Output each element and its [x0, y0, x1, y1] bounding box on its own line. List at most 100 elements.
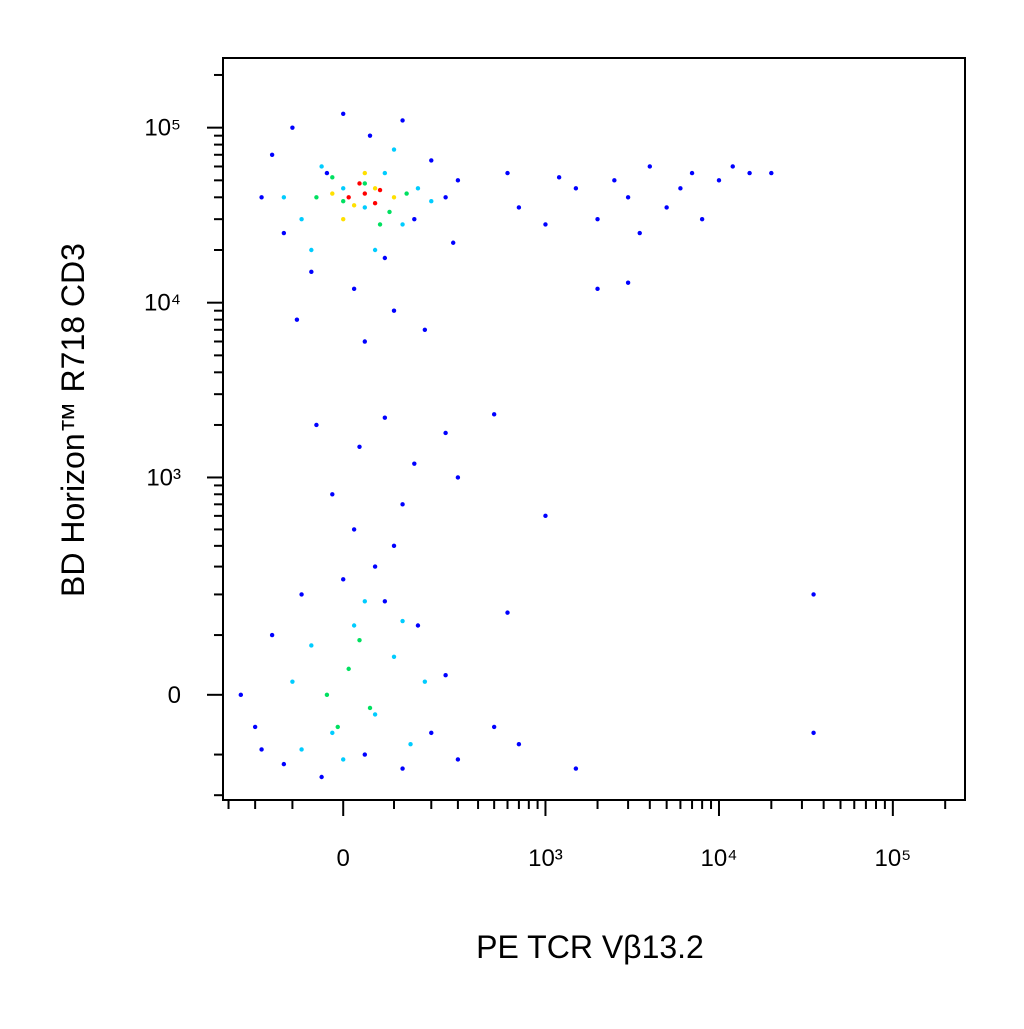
- event-dot: [382, 255, 388, 261]
- event-dot: [491, 412, 497, 417]
- event-dot: [516, 741, 522, 747]
- event-dot: [556, 175, 562, 180]
- x-tick-label: 10⁴: [700, 845, 737, 872]
- event-dot: [415, 186, 421, 191]
- event-dot: [281, 761, 287, 767]
- event-dot: [281, 195, 287, 200]
- event-dot: [612, 178, 617, 183]
- event-dot: [443, 195, 448, 200]
- event-dot: [382, 599, 388, 604]
- event-dot: [716, 178, 722, 183]
- event-dot: [491, 724, 497, 730]
- event-dot: [455, 757, 461, 762]
- event-dot: [294, 317, 300, 322]
- y-tick-label: 0: [168, 682, 181, 709]
- event-dot: [400, 502, 405, 507]
- event-dot: [362, 339, 368, 344]
- event-dot: [450, 240, 456, 245]
- event-dot: [391, 654, 397, 659]
- event-dot: [377, 222, 383, 227]
- event-dot: [324, 692, 330, 698]
- event-dot: [664, 205, 669, 210]
- event-dot: [505, 170, 510, 176]
- event-dot: [415, 623, 421, 628]
- event-dot: [625, 195, 631, 200]
- event-dot: [811, 730, 816, 736]
- event-dot: [314, 195, 319, 200]
- plot-frame: [222, 57, 966, 801]
- event-dot: [400, 766, 405, 771]
- event-dot: [372, 247, 378, 253]
- event-dot: [252, 724, 258, 730]
- event-dot: [412, 461, 417, 466]
- event-dot: [422, 327, 428, 332]
- event-dot: [330, 492, 335, 497]
- event-dot: [238, 692, 244, 698]
- event-dot: [429, 730, 434, 736]
- event-dot: [429, 158, 434, 163]
- event-dot: [314, 422, 319, 428]
- event-dot: [372, 564, 378, 569]
- event-dot: [455, 178, 461, 183]
- x-tick-label: 10³: [528, 845, 563, 872]
- event-dot: [281, 230, 287, 236]
- event-dot: [678, 186, 683, 191]
- event-dot: [309, 247, 314, 253]
- event-dot: [357, 444, 362, 449]
- event-dot: [324, 170, 330, 176]
- event-dot: [341, 199, 346, 204]
- y-tick-label: 10³: [146, 464, 181, 491]
- event-dot: [543, 513, 548, 519]
- event-dot: [422, 679, 428, 684]
- event-dot: [341, 111, 346, 116]
- event-dot: [573, 186, 579, 191]
- event-dot: [309, 643, 314, 648]
- event-dot: [357, 181, 362, 186]
- event-dot: [341, 216, 346, 222]
- event-dot: [351, 203, 357, 208]
- event-dot: [408, 741, 413, 747]
- y-axis-title: BD Horizon™ R718 CD3: [55, 243, 91, 597]
- event-dot: [372, 201, 378, 206]
- event-dot: [811, 592, 816, 597]
- event-dot: [382, 415, 388, 420]
- event-dot: [269, 152, 275, 157]
- event-dot: [404, 191, 409, 196]
- event-dot: [387, 209, 392, 215]
- event-dot: [341, 186, 346, 191]
- event-dot: [362, 170, 368, 176]
- event-dot: [400, 222, 405, 227]
- event-dot: [341, 757, 346, 762]
- event-dot: [769, 170, 774, 176]
- event-dot: [637, 230, 642, 236]
- event-dot: [573, 766, 579, 771]
- event-dot: [400, 118, 405, 123]
- event-dot: [730, 164, 735, 169]
- event-dot: [367, 133, 373, 138]
- event-dot: [625, 280, 631, 285]
- event-dot: [259, 747, 264, 752]
- event-dot: [351, 623, 357, 628]
- event-dot: [341, 577, 346, 582]
- event-dot: [351, 527, 357, 532]
- event-dot: [290, 679, 295, 684]
- event-dot: [330, 730, 335, 736]
- event-dot: [689, 170, 695, 176]
- event-dot: [330, 191, 335, 196]
- event-dot: [299, 747, 304, 752]
- event-dot: [335, 724, 340, 730]
- event-dot: [747, 170, 752, 176]
- event-dot: [391, 308, 397, 313]
- event-dot: [362, 205, 368, 210]
- x-tick-label: 0: [337, 845, 350, 872]
- event-dot: [362, 752, 368, 757]
- event-dot: [372, 712, 378, 717]
- event-dot: [372, 186, 378, 191]
- event-dot: [351, 286, 357, 292]
- event-dot: [330, 175, 335, 180]
- event-dot: [595, 286, 600, 292]
- event-dot: [259, 195, 264, 200]
- event-dot: [455, 475, 461, 480]
- event-dot: [412, 216, 417, 222]
